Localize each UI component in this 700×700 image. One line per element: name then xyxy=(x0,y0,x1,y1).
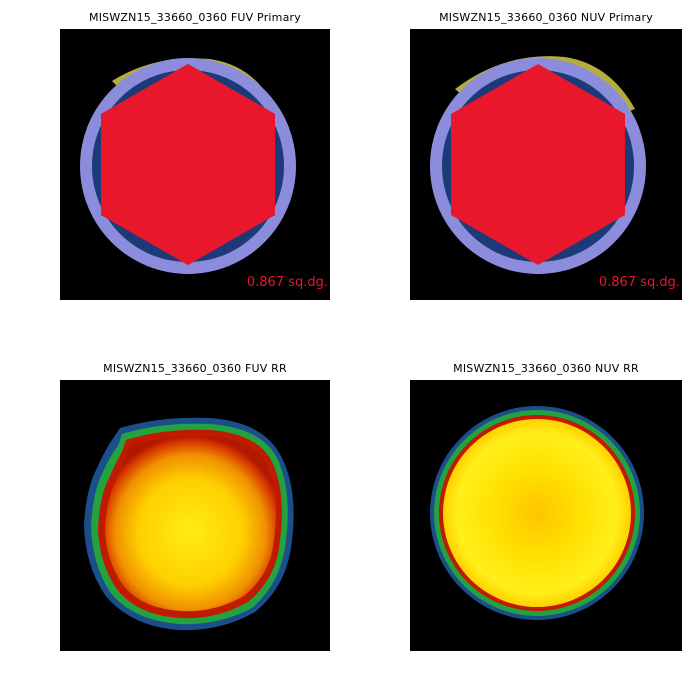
fuv-primary-panel: 0.867 sq.dg. xyxy=(60,29,330,300)
fuv-rr-panel xyxy=(60,380,330,651)
primary-hexagon xyxy=(451,64,625,265)
fuv-primary-plot xyxy=(80,58,296,274)
nuv-rr-panel xyxy=(410,380,682,651)
nuv-rr-image xyxy=(430,406,644,620)
panel-title-fuv-primary: MISWZN15_33660_0360 FUV Primary xyxy=(89,11,301,24)
nuv-primary-panel: 0.867 sq.dg. xyxy=(410,29,682,300)
nuv-primary-plot xyxy=(430,56,646,274)
nuv-area-label: 0.867 sq.dg. xyxy=(598,275,680,290)
fuv-area-label: 0.867 sq.dg. xyxy=(246,275,328,290)
panel-title-nuv-rr: MISWZN15_33660_0360 NUV RR xyxy=(453,362,639,375)
primary-hexagon xyxy=(101,64,275,265)
panel-title-fuv-rr: MISWZN15_33660_0360 FUV RR xyxy=(103,362,287,375)
panel-title-nuv-primary: MISWZN15_33660_0360 NUV Primary xyxy=(439,11,653,24)
fuv-rr-image xyxy=(84,417,294,631)
